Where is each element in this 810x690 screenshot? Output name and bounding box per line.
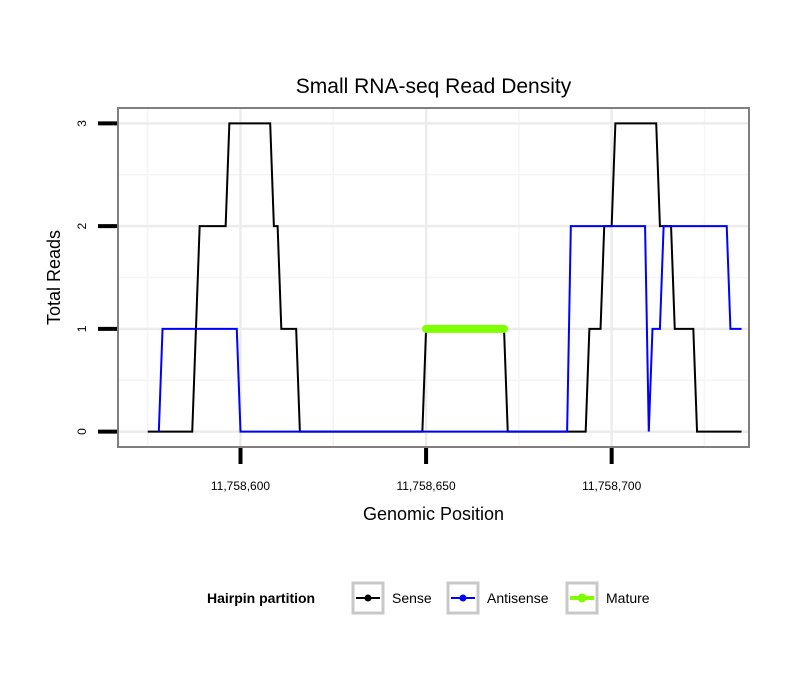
legend-item-mature: Mature [565,581,650,615]
legend-item-antisense: Antisense [446,581,549,615]
x-axis-title: Genomic Position [363,504,504,524]
x-tick-label: 11,758,700 [582,479,641,493]
y-tick-label: 1 [75,325,89,332]
plot-border [117,107,750,448]
y-axis: 0 1 2 3 [75,120,117,435]
series-line-antisense [157,225,742,433]
legend-label: Mature [606,590,650,606]
y-tick-label: 3 [75,120,89,127]
legend-label: Antisense [487,590,549,606]
y-tick-label: 0 [75,428,89,435]
x-tick-label: 11,758,600 [211,479,270,493]
legend-item-sense: Sense [351,581,432,615]
legend: Hairpin partition Sense Antisense Mature [207,581,650,615]
y-tick-label: 2 [75,222,89,229]
series-layer [147,122,742,433]
legend-key-point [577,593,587,603]
legend-key-point [459,594,467,602]
chart-title: Small RNA-seq Read Density [296,75,572,98]
y-axis-title: Total Reads [44,230,64,325]
legend-label: Sense [392,590,432,606]
legend-key-point [364,594,372,602]
chart-grid [118,108,749,447]
legend-title: Hairpin partition [207,590,315,606]
x-tick-label: 11,758,650 [396,479,455,493]
x-axis: 11,758,600 11,758,650 11,758,700 [211,448,642,493]
